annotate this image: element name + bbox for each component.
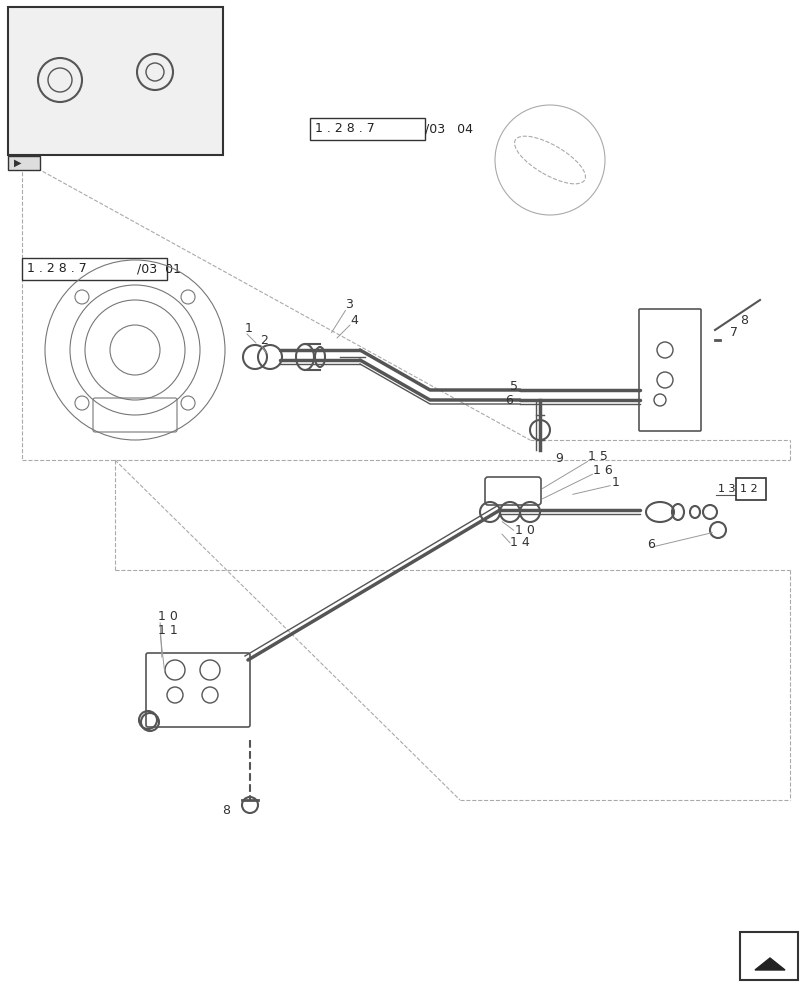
Text: 1 2: 1 2 [739, 484, 757, 494]
Text: /03   04: /03 04 [424, 122, 473, 135]
Text: 6: 6 [646, 538, 654, 552]
Text: 1 . 2 8 . 7: 1 . 2 8 . 7 [315, 122, 375, 135]
Bar [22, 258, 167, 280]
Bar [310, 118, 424, 140]
Text: 2: 2 [260, 334, 268, 347]
Text: 8: 8 [221, 804, 230, 816]
Polygon shape [754, 958, 784, 970]
Text: 5: 5 [509, 379, 517, 392]
Text: 3: 3 [345, 298, 353, 312]
Text: 8: 8 [739, 314, 747, 326]
Text: 1 4: 1 4 [509, 536, 529, 550]
Text: 1 0: 1 0 [158, 610, 178, 624]
Text: 6: 6 [504, 393, 513, 406]
Text: 1 5: 1 5 [587, 450, 607, 464]
Text: 4: 4 [350, 314, 358, 326]
Text: 1: 1 [245, 322, 252, 334]
Text: 1 6: 1 6 [592, 464, 612, 477]
Text: 1 1: 1 1 [158, 624, 178, 637]
Text: 9: 9 [554, 452, 562, 464]
Text: 1 . 2 8 . 7: 1 . 2 8 . 7 [27, 262, 87, 275]
Text: 1 3: 1 3 [717, 484, 735, 494]
Text: ▶: ▶ [14, 158, 21, 168]
Bar [8, 7, 223, 155]
Text: 1 0: 1 0 [514, 524, 534, 536]
Text: 1: 1 [611, 476, 619, 488]
Text: /03  01: /03 01 [137, 262, 181, 275]
Text: 7: 7 [729, 326, 737, 338]
Bar [735, 478, 765, 500]
Bar [8, 156, 40, 170]
Bar [739, 932, 797, 980]
